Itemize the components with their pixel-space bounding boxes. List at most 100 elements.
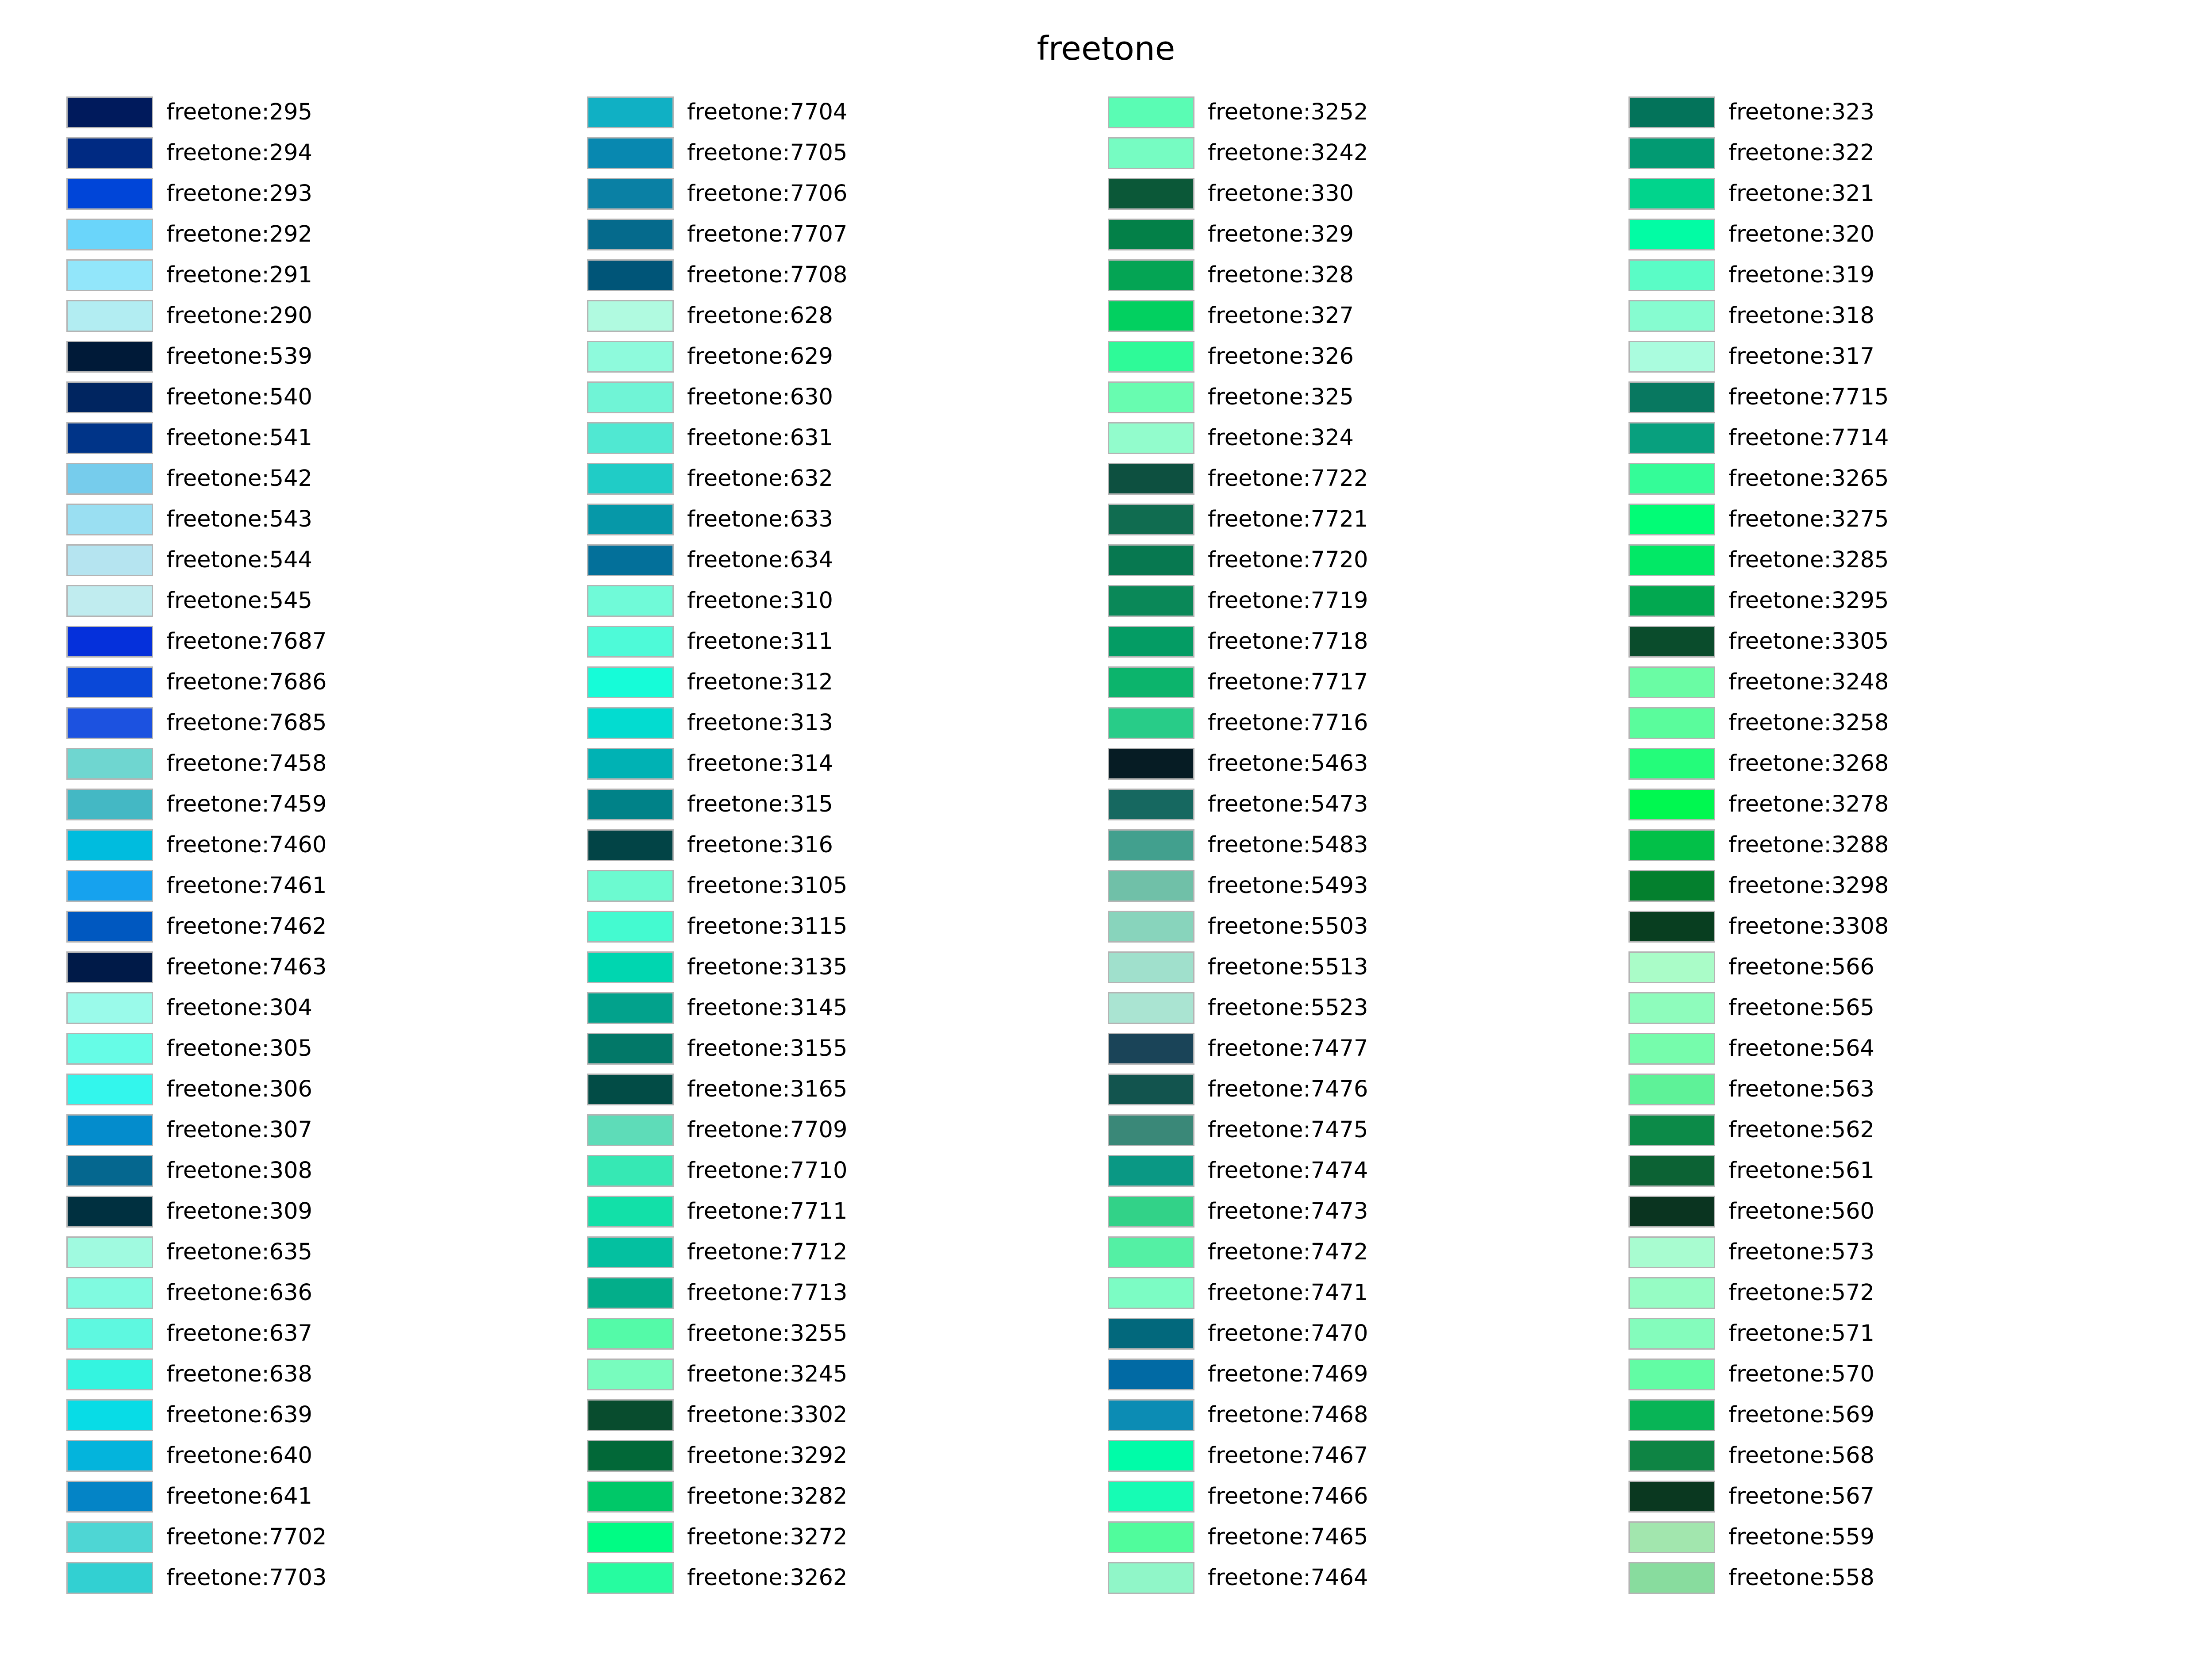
color-label: freetone:318 [1728,303,1874,329]
color-label: freetone:542 [166,466,312,492]
color-swatch [66,789,153,820]
color-entry: freetone:570 [1628,1354,2151,1395]
color-entry: freetone:329 [1108,214,1630,255]
color-entry: freetone:545 [66,581,588,621]
color-entry: freetone:639 [66,1395,588,1436]
color-entry: freetone:568 [1628,1436,2151,1476]
color-entry: freetone:3278 [1628,784,2151,825]
color-swatch [1108,1155,1194,1187]
color-entry: freetone:7702 [66,1517,588,1558]
color-entry: freetone:7714 [1628,418,2151,458]
color-entry: freetone:3255 [587,1313,1109,1354]
color-label: freetone:631 [687,425,833,451]
color-label: freetone:307 [166,1117,312,1143]
color-swatch [1108,1562,1194,1594]
color-label: freetone:3298 [1728,873,1889,899]
color-swatch [1628,1277,1715,1309]
color-label: freetone:571 [1728,1320,1874,1347]
color-label: freetone:7717 [1208,669,1368,695]
color-label: freetone:7462 [166,913,327,939]
color-entry: freetone:3308 [1628,906,2151,947]
color-swatch [587,1033,674,1065]
color-label: freetone:541 [166,425,312,451]
color-swatch [66,1155,153,1187]
color-label: freetone:3285 [1728,547,1889,573]
color-label: freetone:308 [166,1158,312,1184]
color-entry: freetone:7465 [1108,1517,1630,1558]
color-entry: freetone:305 [66,1028,588,1069]
color-label: freetone:7466 [1208,1483,1368,1509]
color-swatch [587,178,674,210]
color-label: freetone:641 [166,1483,312,1509]
color-entry: freetone:7721 [1108,499,1630,540]
color-entry: freetone:3282 [587,1476,1109,1517]
color-label: freetone:560 [1728,1198,1874,1224]
color-label: freetone:637 [166,1320,312,1347]
color-entry: freetone:7459 [66,784,588,825]
color-entry: freetone:320 [1628,214,2151,255]
color-entry: freetone:564 [1628,1028,2151,1069]
color-entry: freetone:308 [66,1151,588,1191]
color-label: freetone:7468 [1208,1402,1368,1428]
color-label: freetone:5503 [1208,913,1368,939]
color-entry: freetone:5513 [1108,947,1630,988]
color-entry: freetone:3115 [587,906,1109,947]
color-entry: freetone:7703 [66,1558,588,1598]
color-swatch [1108,911,1194,943]
color-swatch [1628,463,1715,495]
color-entry: freetone:325 [1108,377,1630,418]
color-label: freetone:314 [687,750,833,777]
color-label: freetone:313 [687,710,833,736]
color-swatch [1628,585,1715,617]
color-swatch [1628,992,1715,1024]
color-entry: freetone:3258 [1628,703,2151,743]
color-label: freetone:326 [1208,343,1354,369]
color-entry: freetone:7709 [587,1110,1109,1151]
color-label: freetone:5523 [1208,995,1368,1021]
color-swatch [587,1481,674,1513]
color-label: freetone:7721 [1208,506,1368,532]
color-swatch [1108,789,1194,820]
color-swatch [1108,178,1194,210]
color-entry: freetone:3252 [1108,92,1630,133]
color-swatch [587,789,674,820]
color-swatch [1628,1481,1715,1513]
color-label: freetone:324 [1208,425,1354,451]
color-swatch [1108,1114,1194,1146]
color-swatch [1108,626,1194,658]
color-swatch [1108,504,1194,535]
color-swatch [1108,1196,1194,1228]
color-entry: freetone:571 [1628,1313,2151,1354]
color-swatch [587,870,674,902]
color-entry: freetone:3105 [587,866,1109,906]
color-label: freetone:3308 [1728,913,1889,939]
color-entry: freetone:317 [1628,336,2151,377]
color-swatch [1108,341,1194,373]
color-entry: freetone:3272 [587,1517,1109,1558]
color-entry: freetone:295 [66,92,588,133]
color-entry: freetone:324 [1108,418,1630,458]
color-entry: freetone:7715 [1628,377,2151,418]
color-entry: freetone:326 [1108,336,1630,377]
color-entry: freetone:544 [66,540,588,581]
color-swatch [1108,829,1194,861]
color-swatch [587,1114,674,1146]
color-label: freetone:292 [166,221,312,247]
color-label: freetone:321 [1728,181,1874,207]
color-swatch [1628,1074,1715,1105]
color-swatch [1108,585,1194,617]
color-entry: freetone:323 [1628,92,2151,133]
color-label: freetone:3288 [1728,832,1889,858]
color-label: freetone:3258 [1728,710,1889,736]
color-label: freetone:7710 [687,1158,848,1184]
color-label: freetone:7702 [166,1524,327,1550]
color-label: freetone:3272 [687,1524,848,1550]
color-entry: freetone:3302 [587,1395,1109,1436]
color-label: freetone:295 [166,99,312,125]
color-swatch [587,219,674,250]
color-entry: freetone:7464 [1108,1558,1630,1598]
color-swatch [1628,1114,1715,1146]
color-swatch [66,666,153,698]
color-entry: freetone:5493 [1108,866,1630,906]
